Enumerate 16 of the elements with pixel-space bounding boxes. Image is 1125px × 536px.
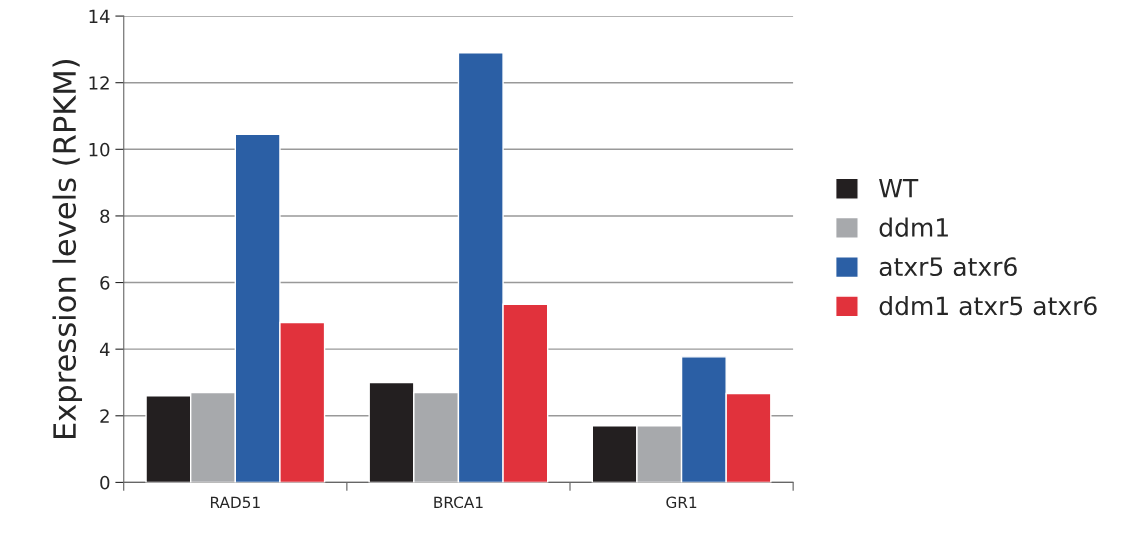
y-tick-label: 0: [100, 475, 110, 490]
legend-label: atxr5 atxr6: [879, 257, 1017, 277]
y-tick-label: 14: [89, 9, 110, 23]
y-tick-label: 2: [100, 409, 109, 423]
legend-label: WT: [879, 179, 919, 198]
y-tick-label: 10: [89, 142, 110, 157]
x-tick-label: RAD51: [210, 496, 260, 509]
y-tick-label: 12: [89, 76, 109, 90]
y-axis-title: Expression levels (RPKM): [52, 59, 83, 439]
x-tick-label: BRCA1: [434, 496, 483, 509]
y-tick-label: 4: [99, 342, 110, 357]
x-tick-label: GR1: [666, 496, 697, 509]
legend-label: ddm1 atxr5 atxr6: [879, 295, 1097, 316]
y-tick-label: 8: [100, 209, 110, 224]
y-tick-label: 6: [100, 276, 110, 290]
legend-label: ddm1: [879, 217, 948, 237]
